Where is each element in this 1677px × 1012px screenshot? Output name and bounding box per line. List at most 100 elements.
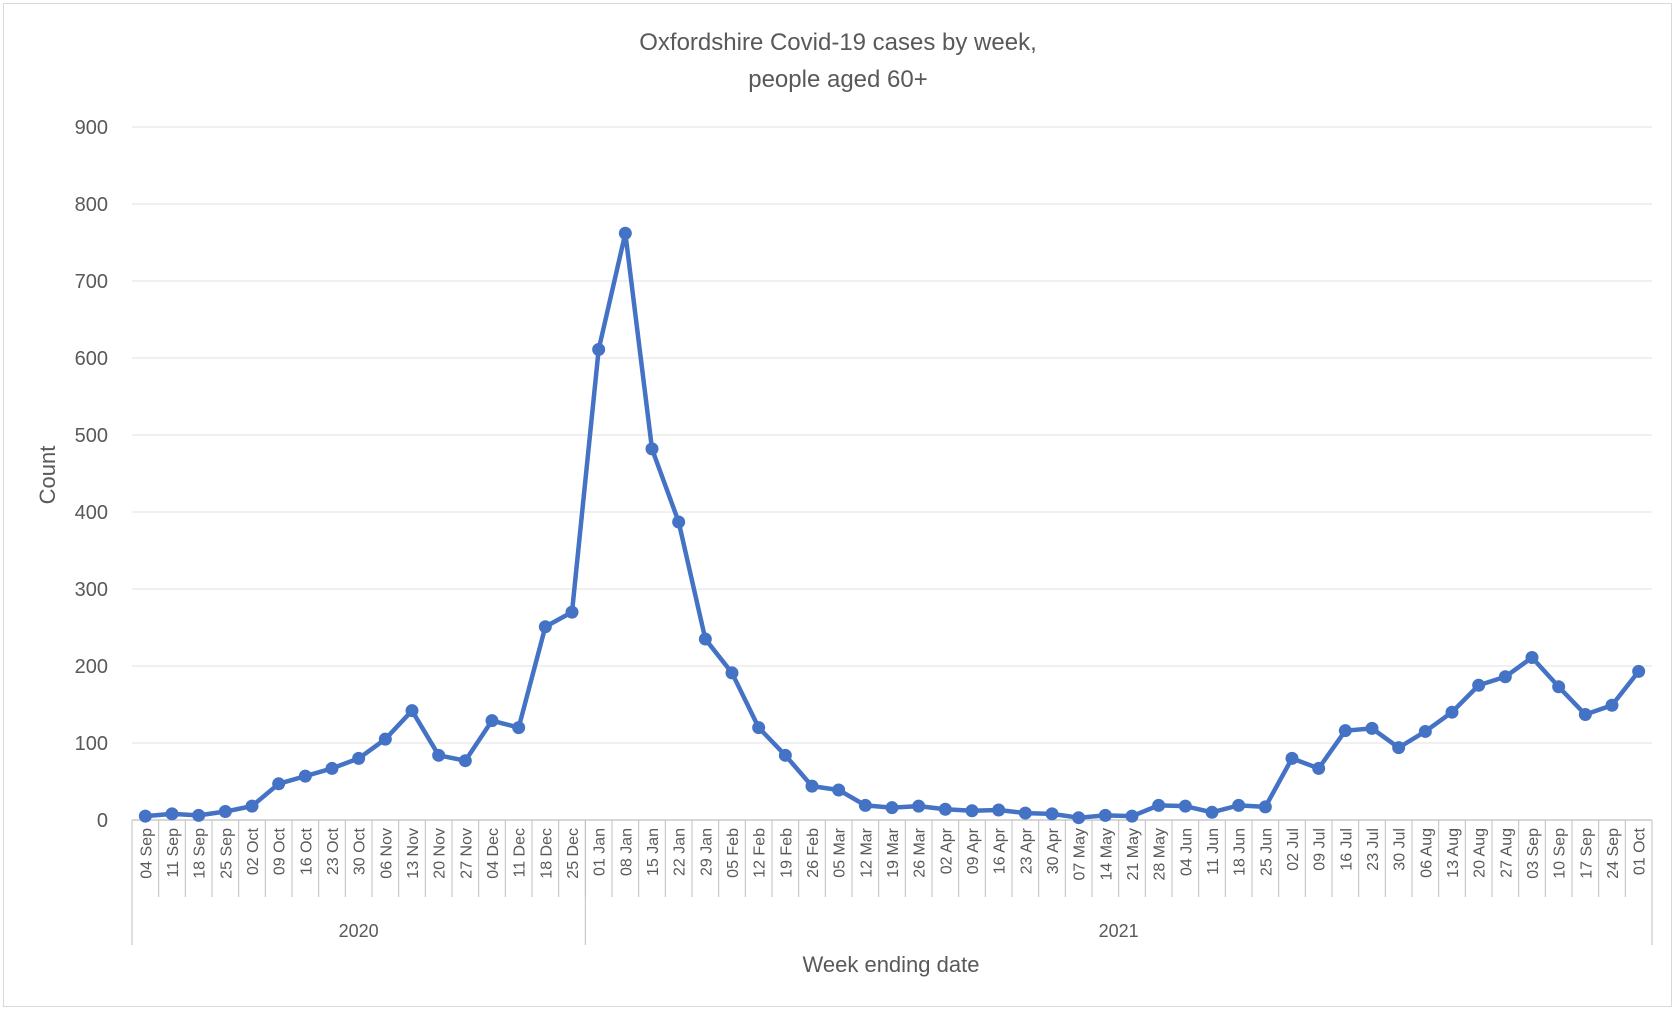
data-point	[1152, 798, 1166, 812]
y-tick-label: 200	[75, 656, 108, 678]
chart-subtitle: people aged 60+	[748, 66, 928, 93]
data-point	[832, 783, 846, 797]
x-tick-label: 30 Oct	[352, 827, 369, 875]
y-tick-label: 500	[75, 425, 108, 447]
x-tick-label: 04 Dec	[485, 828, 502, 879]
x-tick-label: 09 Oct	[272, 827, 289, 875]
x-tick-label: 28 May	[1152, 828, 1169, 880]
x-tick-label: 25 Sep	[218, 828, 235, 879]
data-point	[965, 804, 979, 818]
data-point	[1045, 807, 1059, 821]
data-point	[165, 807, 179, 821]
series-line	[143, 231, 1641, 820]
x-tick-label: 03 Sep	[1525, 828, 1542, 879]
data-point	[805, 779, 819, 793]
data-point	[1125, 809, 1139, 823]
x-tick-label: 26 Mar	[912, 827, 929, 877]
data-point	[432, 748, 446, 762]
data-point	[1605, 698, 1619, 712]
x-tick-label: 19 Feb	[778, 828, 795, 878]
x-tick-label: 11 Jun	[1205, 828, 1222, 875]
data-point	[1338, 724, 1352, 738]
x-tick-label: 18 Dec	[538, 828, 555, 879]
data-point	[858, 798, 872, 812]
data-point	[485, 714, 499, 728]
x-tick-label: 14 May	[1098, 828, 1115, 880]
year-label: 2021	[1099, 921, 1139, 941]
x-axis-title: Week ending date	[803, 952, 980, 977]
data-point	[538, 620, 552, 634]
x-tick-label: 09 Apr	[965, 827, 982, 874]
x-tick-label: 22 Jan	[672, 828, 689, 876]
x-tick-label: 08 Jan	[618, 828, 635, 876]
x-tick-label: 10 Sep	[1552, 828, 1569, 879]
data-point	[698, 632, 712, 646]
x-tick-label: 11 Dec	[512, 828, 529, 878]
data-point	[378, 732, 392, 746]
data-point	[912, 799, 926, 813]
data-point	[1205, 805, 1219, 819]
x-tick-label: 12 Feb	[752, 828, 769, 878]
x-tick-label: 18 Jun	[1232, 828, 1249, 876]
x-tick-label: 02 Apr	[938, 827, 955, 874]
data-point	[938, 802, 952, 816]
data-point	[885, 801, 899, 815]
series-cases	[138, 226, 1646, 825]
x-tick-label: 21 May	[1125, 828, 1142, 880]
x-tick-label: 05 Feb	[725, 828, 742, 878]
x-tick-label: 13 Nov	[405, 828, 422, 879]
data-point	[1578, 708, 1592, 722]
data-point	[618, 226, 632, 240]
x-tick-label: 23 Oct	[325, 827, 342, 875]
y-axis-ticks: 0 100 200 300 400 500 600 700 800 900	[75, 117, 108, 832]
data-point	[992, 803, 1006, 817]
y-tick-label: 700	[75, 271, 108, 293]
x-tick-label: 16 Apr	[992, 827, 1009, 874]
x-tick-label: 05 Mar	[832, 827, 849, 877]
data-point	[1498, 670, 1512, 684]
y-tick-label: 100	[75, 733, 108, 755]
x-tick-label: 06 Aug	[1418, 828, 1435, 878]
data-point	[1312, 761, 1326, 775]
data-point	[1258, 800, 1272, 814]
data-point	[405, 704, 419, 718]
x-tick-label: 13 Aug	[1445, 828, 1462, 878]
x-tick-label: 15 Jan	[645, 828, 662, 876]
data-point	[1552, 680, 1566, 694]
y-tick-label: 0	[97, 810, 108, 832]
data-point	[218, 805, 232, 819]
data-point	[778, 748, 792, 762]
x-tick-label: 11 Sep	[165, 828, 182, 878]
x-tick-label: 29 Jan	[698, 828, 715, 876]
y-axis-title: Count	[35, 446, 60, 505]
x-tick-label: 20 Nov	[432, 828, 449, 879]
x-tick-label: 18 Sep	[192, 828, 209, 879]
data-point	[1632, 664, 1646, 678]
data-point	[1365, 721, 1379, 735]
x-tick-label: 02 Oct	[245, 827, 262, 875]
data-point	[1178, 799, 1192, 813]
data-point	[512, 721, 526, 735]
x-tick-label: 27 Aug	[1498, 828, 1515, 878]
data-point	[325, 761, 339, 775]
data-point	[645, 442, 659, 456]
data-point	[1232, 798, 1246, 812]
data-point	[192, 808, 206, 822]
data-point	[298, 769, 312, 783]
data-point	[138, 809, 152, 823]
x-tick-label: 04 Sep	[138, 828, 155, 879]
x-tick-label: 26 Feb	[805, 828, 822, 878]
data-point	[458, 754, 472, 768]
gridlines	[132, 126, 1652, 744]
data-point	[1418, 724, 1432, 738]
data-point	[1472, 678, 1486, 692]
y-tick-label: 300	[75, 579, 108, 601]
data-point	[1018, 806, 1032, 820]
x-tick-label: 16 Oct	[298, 827, 315, 875]
y-tick-label: 800	[75, 194, 108, 216]
x-tick-label: 02 Jul	[1285, 828, 1302, 871]
x-tick-label: 06 Nov	[378, 828, 395, 879]
y-tick-label: 400	[75, 502, 108, 524]
x-tick-label: 30 Jul	[1392, 828, 1409, 871]
data-point	[1285, 751, 1299, 765]
